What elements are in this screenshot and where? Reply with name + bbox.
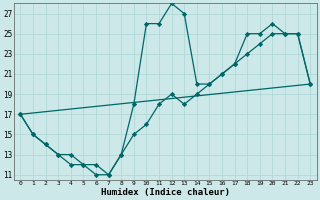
X-axis label: Humidex (Indice chaleur): Humidex (Indice chaleur) (101, 188, 230, 197)
